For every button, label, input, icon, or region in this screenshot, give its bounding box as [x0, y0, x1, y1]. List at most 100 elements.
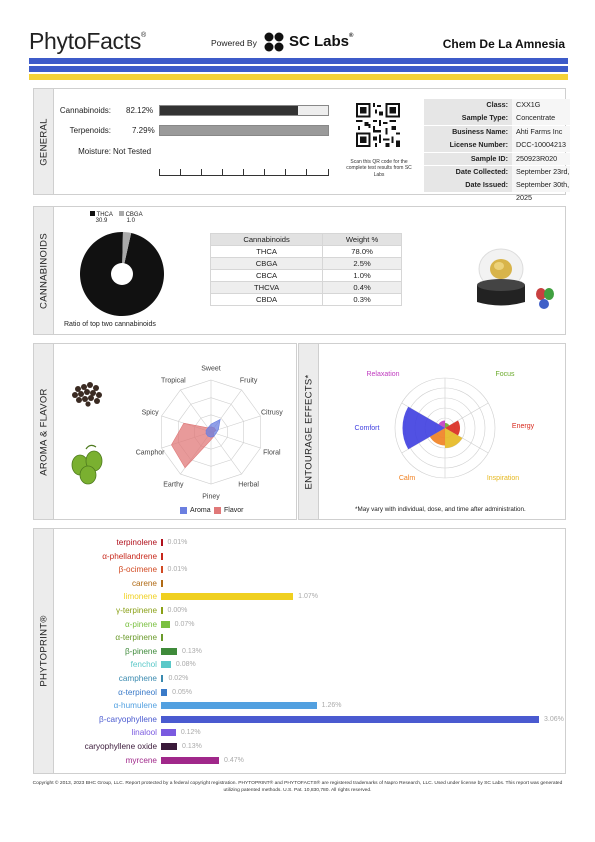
aroma-series — [205, 418, 221, 438]
hops-image — [60, 437, 116, 493]
aroma-flavor-panel: AROMA & FLAVOR Sweet Fruity Citrusy Floral H… — [33, 343, 297, 520]
terpene-name: β-pinene — [124, 646, 157, 656]
cannabinoid-row: CBCA 1.0% — [209, 269, 402, 282]
radar-axis-label: Citrusy — [261, 410, 283, 417]
sample-info-table: Class: CXX1G Sample Type: Concentrate Busine… — [424, 99, 570, 202]
terpene-percent: 0.13% — [182, 647, 202, 655]
terpene-percent: 1.26% — [321, 702, 342, 710]
terpene-percent: 3.06% — [544, 715, 564, 723]
terpene-name: caryophyllene oxide — [84, 742, 157, 751]
radar-axis-label: Camphor — [136, 449, 165, 456]
qr-caption: Scan this QR code for the complete test … — [346, 159, 412, 178]
strain-name: Chem De La Amnesia — [442, 37, 565, 51]
info-row: License Number: DCC-10004213 — [424, 139, 570, 152]
terpene-row: fenchol 0.08% — [54, 658, 566, 672]
cannabinoid-row: CBDA 0.3% — [209, 293, 402, 306]
terpene-percent: 1.07% — [298, 593, 319, 601]
effect-label: Calm — [399, 475, 416, 482]
terpene-bar — [161, 756, 220, 764]
cannabinoid-name: THCVA — [209, 281, 324, 294]
terpenoids-value: 7.29% — [132, 126, 155, 135]
moisture-value: Not Tested — [113, 147, 152, 156]
terpene-bar — [161, 539, 163, 546]
terpene-percent: 0.12% — [180, 729, 201, 737]
sc-labs-logo-icon — [264, 32, 284, 52]
phytoprint-tab: PHYTOPRINT® — [34, 529, 54, 773]
footer-copyright: Copyright © 2013, 2023 BHC Group, LLC. R… — [32, 781, 563, 793]
info-key: Sample Type: — [424, 112, 512, 126]
entourage-tab: ENTOURAGE EFFECTS* — [299, 344, 319, 519]
terpene-percent: 0.07% — [174, 620, 195, 628]
effect-label: Relaxation — [366, 371, 399, 378]
terpene-percent: 0.13% — [182, 743, 202, 750]
terpene-row: γ-terpinene 0.00% — [54, 604, 566, 618]
effect-wedge-comfort — [402, 406, 445, 450]
terpene-bar — [161, 702, 317, 710]
terpene-name: camphene — [118, 674, 157, 683]
cannabinoid-weight: 2.5% — [322, 257, 402, 270]
terpene-row: β-caryophyllene 3.06% — [54, 713, 566, 727]
terpene-row: β-pinene 0.13% — [54, 645, 566, 659]
terpene-name: α-humulene — [113, 701, 157, 711]
terpene-percent: 0.47% — [224, 756, 244, 764]
terpene-name: limonene — [123, 592, 157, 602]
terpene-name: β-ocimene — [118, 565, 157, 575]
info-value: DCC-10004213 — [512, 139, 570, 152]
cannabinoid-name: CBCA — [209, 269, 324, 282]
cannabinoid-row: CBGA 2.5% — [209, 257, 402, 270]
header-stripe-yellow — [29, 74, 568, 80]
radar-axis — [210, 415, 261, 433]
effect-wedge-energy — [445, 420, 460, 436]
brand-logo: PhytoFacts® — [29, 28, 146, 54]
powered-by-label: Powered By — [211, 38, 257, 48]
cannabinoid-name: THCA — [209, 245, 324, 258]
info-key: Class: — [424, 99, 512, 112]
terpene-bar — [161, 743, 178, 750]
radar-axis — [210, 431, 242, 475]
effect-wedge-relaxation — [438, 420, 445, 428]
cannabinoids-panel: CANNABINOIDS THCA 30.9 CBGA 1.0 Ratio of t… — [33, 206, 566, 335]
cannabinoids-tab: CANNABINOIDS — [34, 207, 54, 334]
cannabinoids-bar-track — [159, 105, 329, 116]
pie-hole — [111, 263, 133, 285]
effect-label: Focus — [495, 371, 515, 378]
terpene-row: β-ocimene 0.01% — [54, 563, 566, 577]
terpene-bar — [161, 647, 178, 655]
terpene-name: fenchol — [130, 660, 157, 670]
effect-wedge-focus — [445, 423, 450, 428]
cannabinoids-label: Cannabinoids: — [59, 106, 111, 115]
pie-legend-thca: THCA 30.9 — [90, 211, 113, 224]
pie-legend-cbga: CBGA 1.0 — [118, 211, 143, 224]
cannabinoid-row: THCA 78.0% — [209, 245, 402, 258]
radar-axis-label: Tropical — [161, 378, 186, 385]
info-key: Date Issued: — [424, 179, 512, 193]
qr-code-icon[interactable] — [356, 103, 400, 147]
cannabinoid-name: CBGA — [209, 257, 324, 270]
terpene-bar — [161, 552, 163, 560]
terpene-bar — [161, 675, 164, 682]
effect-label: Energy — [512, 423, 535, 430]
terpene-percent: 0.01% — [167, 566, 188, 574]
terpene-row: α-humulene 1.26% — [54, 699, 566, 713]
terpene-name: β-caryophyllene — [99, 714, 157, 724]
terpene-row: α-terpinene — [54, 631, 566, 645]
terpene-bar — [161, 715, 539, 723]
radar-axis-label: Spicy — [142, 410, 160, 417]
terpene-bar — [161, 607, 163, 614]
peppercorn-image — [60, 365, 116, 421]
lab-name: SC Labs® — [289, 33, 354, 50]
terpenoids-label: Terpenoids: — [69, 126, 111, 135]
terpene-percent: 0.01% — [167, 539, 188, 546]
terpene-bar — [161, 593, 294, 601]
terpene-row: myrcene 0.47% — [54, 754, 566, 768]
cannabinoids-value: 82.12% — [126, 106, 154, 115]
terpene-bar — [161, 620, 170, 628]
terpene-bar — [161, 688, 168, 696]
col-cannabinoids: Cannabinoids — [209, 233, 324, 246]
cannabinoid-ratio-pie — [80, 232, 165, 316]
legend-aroma: Aroma — [180, 507, 211, 514]
info-row: Sample Type: Concentrate — [424, 112, 570, 126]
radar-axis — [180, 389, 212, 433]
terpene-bar — [161, 566, 163, 574]
info-row: Class: CXX1G — [424, 99, 570, 112]
